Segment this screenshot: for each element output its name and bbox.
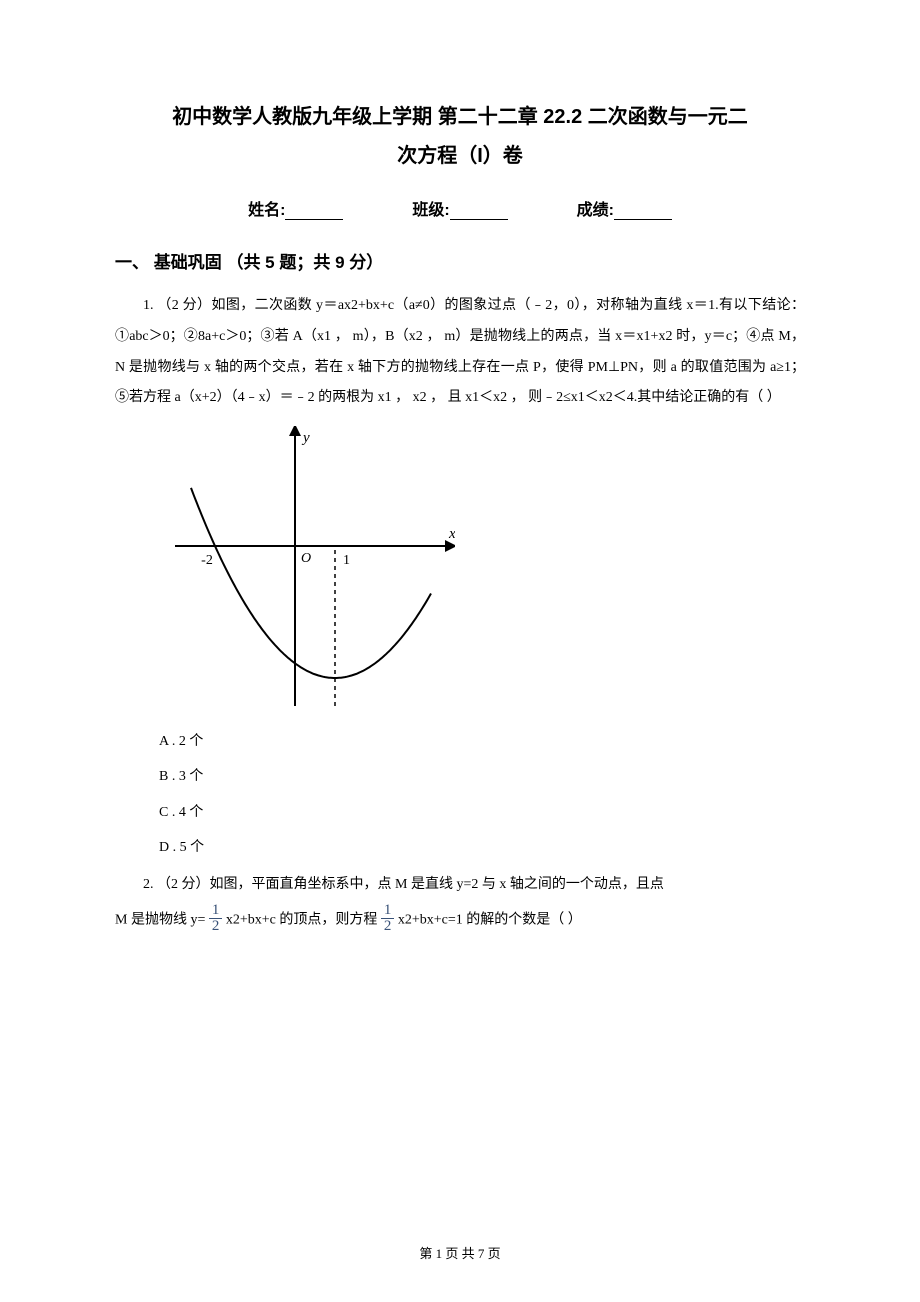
section-heading: 一、 基础巩固 （共 5 题；共 9 分）: [115, 248, 805, 273]
q2-line2-b: x2+bx+c 的顶点，则方程: [226, 912, 381, 927]
fraction-half-2: 1 2: [381, 903, 395, 934]
q1-option-a: A . 2 个: [159, 729, 805, 754]
name-label: 姓名:: [248, 202, 285, 219]
parabola-chart-svg: Ox y -2 1: [175, 426, 455, 706]
q1-parabola-figure: Ox y -2 1: [175, 426, 805, 711]
svg-text:1: 1: [343, 553, 350, 568]
q2-line1: 2. （2 分）如图，平面直角坐标系中，点 M 是直线 y=2 与 x 轴之间的…: [115, 870, 805, 901]
q2-line2-a: M 是抛物线 y=: [115, 912, 209, 927]
student-info-line: 姓名: 班级: 成绩:: [115, 196, 805, 220]
frac-num: 1: [381, 903, 395, 919]
q1-option-c: C . 4 个: [159, 800, 805, 825]
page-title-line2: 次方程（I）卷: [115, 139, 805, 168]
name-blank: [285, 219, 343, 220]
svg-text:O: O: [301, 551, 311, 566]
q1-text: 1. （2 分）如图，二次函数 y＝ax2+bx+c（a≠0）的图象过点（﹣2，…: [115, 291, 805, 414]
score-blank: [614, 219, 672, 220]
class-blank: [450, 219, 508, 220]
q2-line2: M 是抛物线 y= 1 2 x2+bx+c 的顶点，则方程 1 2 x2+bx+…: [115, 905, 805, 937]
q1-option-b: B . 3 个: [159, 764, 805, 789]
frac-den: 2: [209, 919, 223, 934]
q1-option-d: D . 5 个: [159, 835, 805, 860]
frac-num: 1: [209, 903, 223, 919]
page-footer: 第 1 页 共 7 页: [0, 1243, 920, 1262]
svg-text:y: y: [301, 430, 310, 446]
q2-line2-c: x2+bx+c=1 的解的个数是（ ）: [398, 912, 582, 927]
class-label: 班级:: [412, 202, 449, 219]
svg-text:x: x: [448, 526, 455, 542]
fraction-half-1: 1 2: [209, 903, 223, 934]
page-title-line1: 初中数学人教版九年级上学期 第二十二章 22.2 二次函数与一元二: [115, 100, 805, 129]
score-label: 成绩:: [577, 202, 614, 219]
frac-den: 2: [381, 919, 395, 934]
svg-text:-2: -2: [201, 553, 213, 568]
